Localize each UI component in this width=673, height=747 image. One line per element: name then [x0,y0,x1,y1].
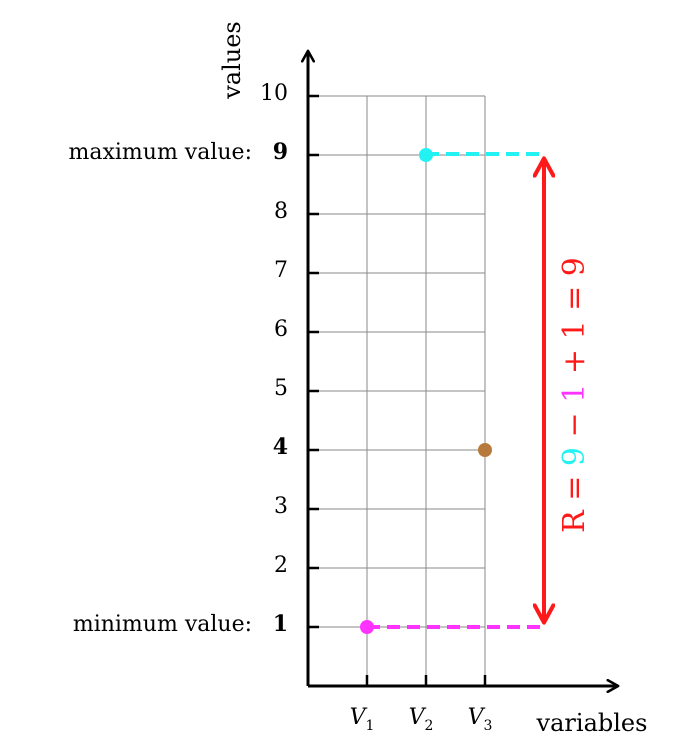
x-axis-title: variables [536,709,648,737]
axes [308,52,617,686]
y-tick-label-2: 2 [274,553,288,578]
data-point-v2 [419,148,433,162]
guide-lines [367,152,544,629]
y-tick-label-10: 10 [260,81,288,106]
range-formula-minus: − [557,403,592,447]
y-tick-label-4: 4 [273,434,288,460]
minimum-value-label: minimum value: [73,612,252,637]
y-axis-title: values [218,21,246,100]
range-formula: R = 9 − 1 + 1 = 9 [557,257,592,533]
data-point-v1 [360,620,374,634]
range-formula-min: 1 [557,384,592,403]
grid [308,95,486,686]
x-tick-label-v1: V1 [350,705,375,734]
y-tick-label-8: 8 [274,199,288,224]
x-tick-label-v3: V3 [468,705,493,734]
x-tick-labels: V1 V2 V3 [350,705,493,734]
range-formula-rest: + 1 = 9 [557,257,592,384]
range-formula-max: 9 [557,447,592,466]
data-point-v3 [478,443,492,457]
y-tick-labels: 2 3 4 5 6 7 8 10 [260,81,288,578]
extreme-labels: maximum value: 9 minimum value: 1 [69,139,289,637]
x-tick-label-v2: V2 [409,705,434,734]
x-ticks [365,675,487,686]
y-tick-label-6: 6 [274,317,288,342]
range-formula-prefix: R = [557,466,592,533]
y-tick-label-3: 3 [274,494,288,519]
data-points [360,148,492,634]
y-tick-label-5: 5 [274,376,288,401]
y-ticks [308,94,319,629]
y-tick-label-7: 7 [274,258,288,283]
maximum-value-label: maximum value: [69,140,253,165]
minimum-value-number: 1 [273,611,288,637]
maximum-value-number: 9 [273,139,288,165]
